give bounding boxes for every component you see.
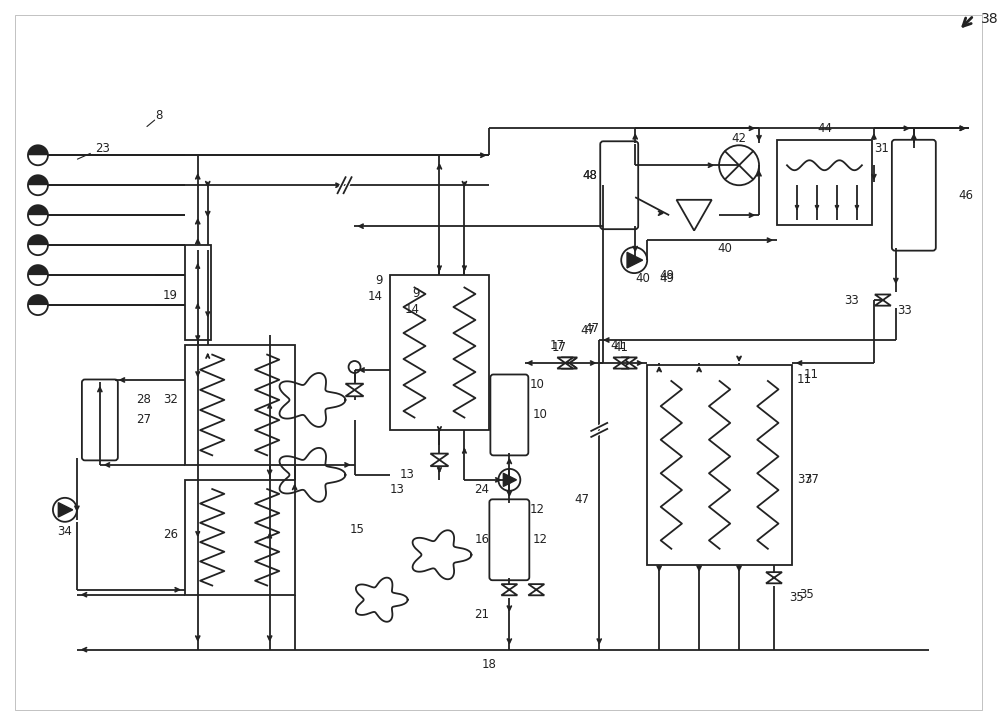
Polygon shape [430, 454, 448, 466]
Polygon shape [346, 384, 364, 396]
Text: 27: 27 [136, 414, 151, 427]
Text: 23: 23 [95, 142, 110, 155]
Text: 12: 12 [529, 503, 544, 516]
Text: 31: 31 [874, 142, 889, 155]
Polygon shape [613, 357, 629, 368]
Text: 49: 49 [659, 272, 674, 285]
Wedge shape [28, 235, 48, 245]
Wedge shape [28, 175, 48, 185]
Text: 44: 44 [817, 122, 832, 135]
Text: 38: 38 [981, 12, 998, 26]
Polygon shape [621, 357, 637, 368]
FancyBboxPatch shape [82, 379, 118, 460]
Text: 9: 9 [412, 287, 419, 300]
Polygon shape [503, 473, 516, 486]
Text: 47: 47 [584, 322, 599, 335]
Text: 18: 18 [482, 658, 497, 671]
Text: 9: 9 [375, 274, 383, 287]
Wedge shape [28, 146, 48, 155]
Text: 16: 16 [474, 534, 489, 546]
Text: 17: 17 [549, 339, 564, 352]
Text: 19: 19 [163, 288, 178, 301]
Text: 41: 41 [610, 339, 625, 352]
Text: 17: 17 [552, 341, 567, 354]
Text: 48: 48 [582, 169, 597, 182]
Polygon shape [58, 502, 73, 517]
Text: 47: 47 [574, 494, 589, 507]
FancyBboxPatch shape [892, 140, 936, 250]
Polygon shape [875, 295, 891, 306]
Bar [647, 365, 792, 565]
Polygon shape [561, 357, 577, 368]
Polygon shape [627, 253, 643, 268]
Text: 8: 8 [155, 108, 162, 122]
Wedge shape [28, 265, 48, 275]
Text: 11: 11 [797, 373, 812, 387]
Text: 33: 33 [844, 293, 859, 306]
FancyBboxPatch shape [600, 141, 638, 229]
Bar [777, 141, 872, 225]
Text: 40: 40 [717, 242, 732, 255]
Text: 46: 46 [959, 189, 974, 202]
Bar [390, 275, 489, 430]
Text: 35: 35 [799, 588, 814, 601]
Polygon shape [528, 584, 544, 596]
Text: 34: 34 [57, 526, 72, 538]
Wedge shape [28, 295, 48, 305]
Polygon shape [501, 584, 517, 596]
Text: 41: 41 [614, 341, 629, 354]
Wedge shape [28, 205, 48, 215]
FancyBboxPatch shape [490, 374, 528, 456]
Bar [185, 345, 295, 465]
Text: 15: 15 [350, 523, 364, 537]
Bar [185, 245, 211, 340]
Text: 49: 49 [659, 269, 674, 282]
Bar [185, 480, 295, 595]
Text: 32: 32 [163, 393, 178, 406]
Text: 47: 47 [580, 323, 595, 336]
Text: 10: 10 [529, 379, 544, 392]
Text: 33: 33 [897, 304, 912, 317]
Text: 14: 14 [368, 290, 383, 303]
Text: 13: 13 [399, 468, 414, 481]
Text: 13: 13 [390, 483, 404, 496]
Text: 37: 37 [797, 473, 812, 486]
Text: 40: 40 [635, 272, 650, 285]
Text: 24: 24 [474, 483, 489, 496]
Polygon shape [557, 357, 573, 368]
Text: 48: 48 [582, 169, 597, 182]
Text: 42: 42 [732, 132, 747, 145]
FancyBboxPatch shape [489, 499, 529, 580]
Text: 14: 14 [404, 303, 419, 315]
Text: 26: 26 [163, 529, 178, 542]
Text: 35: 35 [789, 591, 804, 604]
Text: 10: 10 [532, 408, 547, 422]
Text: 12: 12 [532, 534, 547, 546]
Polygon shape [562, 358, 576, 368]
Polygon shape [766, 572, 782, 583]
Text: 21: 21 [474, 608, 489, 621]
Text: 37: 37 [804, 473, 819, 486]
Text: 11: 11 [804, 368, 819, 381]
Text: 28: 28 [136, 393, 151, 406]
